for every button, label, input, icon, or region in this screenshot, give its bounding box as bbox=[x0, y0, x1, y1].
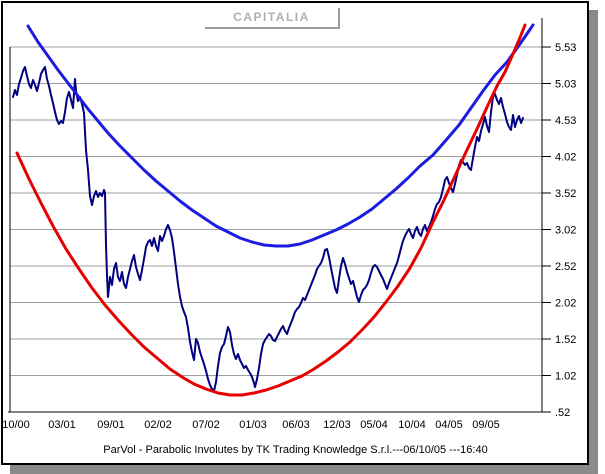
x-tick-label: 05/04 bbox=[360, 419, 388, 431]
x-tick-label: 10/00 bbox=[2, 419, 30, 431]
x-tick-label: 01/03 bbox=[239, 419, 267, 431]
y-tick-label: 4.53 bbox=[555, 115, 576, 127]
x-tick-label: 12/03 bbox=[323, 419, 351, 431]
x-tick-label: 04/05 bbox=[435, 419, 463, 431]
x-tick-label: 09/05 bbox=[472, 419, 500, 431]
y-tick-label: .52 bbox=[555, 407, 570, 419]
x-tick-label: 03/01 bbox=[48, 419, 76, 431]
y-tick-label: 3.02 bbox=[555, 225, 576, 237]
x-tick-label: 09/01 bbox=[97, 419, 125, 431]
chart-title: CAPITALIA bbox=[233, 10, 310, 24]
price-line bbox=[12, 66, 524, 392]
chart-caption: ParVol - Parabolic Involutes by TK Tradi… bbox=[103, 444, 488, 456]
x-tick-label: 10/04 bbox=[398, 419, 426, 431]
y-tick-label: 2.02 bbox=[555, 298, 576, 310]
y-tick-label: 1.02 bbox=[555, 371, 576, 383]
x-tick-label: 02/02 bbox=[144, 419, 172, 431]
chart-title-box: CAPITALIA bbox=[205, 8, 340, 29]
lower-involute-line bbox=[15, 23, 527, 397]
upper-involute-line bbox=[26, 23, 535, 248]
y-tick-label: 5.53 bbox=[555, 42, 576, 54]
x-tick-label: 07/02 bbox=[192, 419, 220, 431]
x-tick-label: 06/03 bbox=[282, 419, 310, 431]
y-tick-label: 4.02 bbox=[555, 152, 576, 164]
y-tick-label: 2.52 bbox=[555, 261, 576, 273]
y-tick-label: 3.52 bbox=[555, 188, 576, 200]
y-tick-label: 5.03 bbox=[555, 79, 576, 91]
y-tick-label: 1.52 bbox=[555, 334, 576, 346]
